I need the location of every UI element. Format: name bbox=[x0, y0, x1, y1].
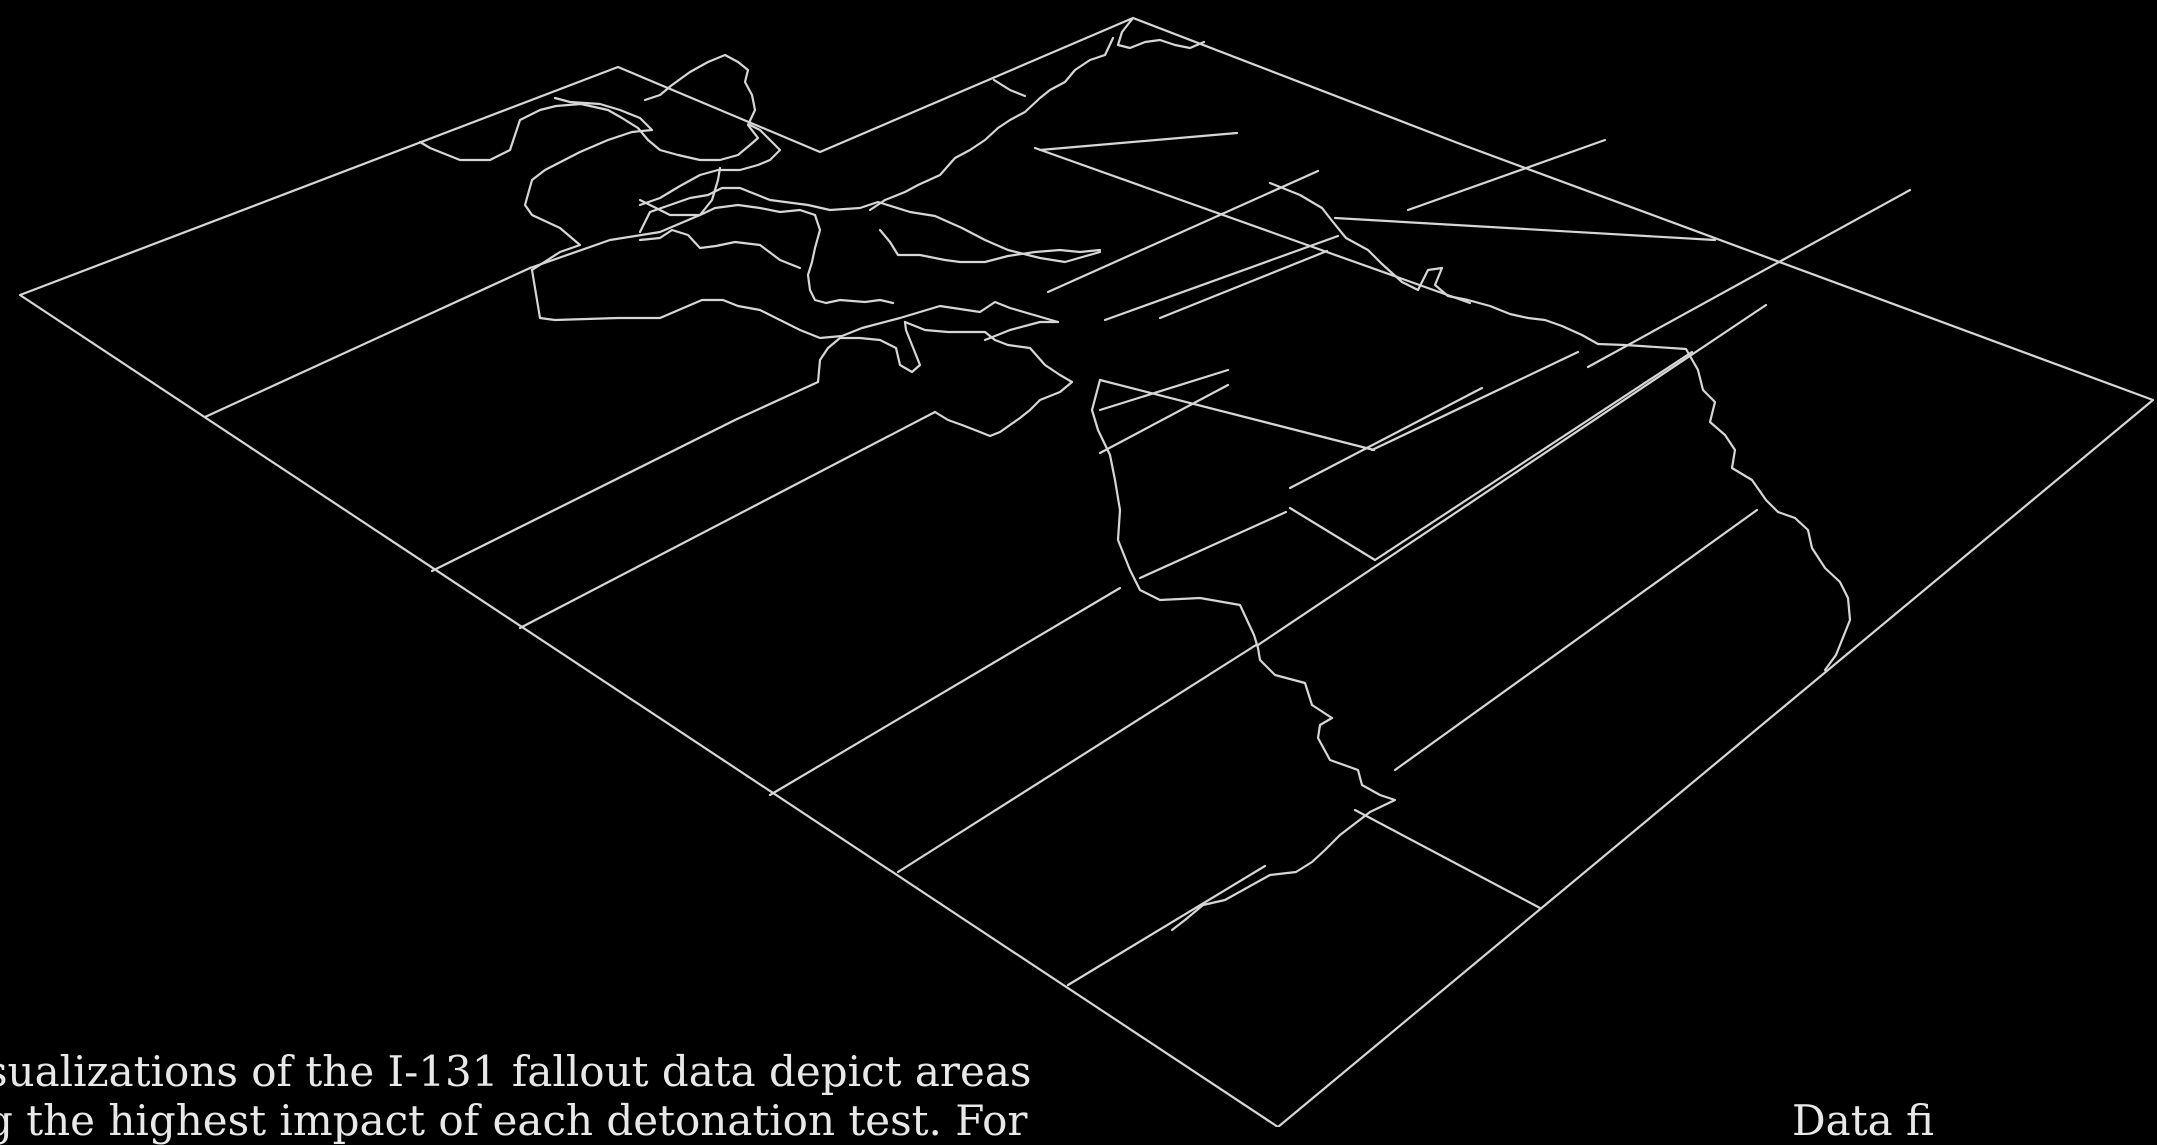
county-boundary bbox=[1038, 131, 1239, 152]
county-boundary bbox=[1406, 138, 1607, 212]
county-boundary bbox=[638, 198, 817, 217]
county-boundary bbox=[1373, 350, 1694, 562]
county-boundary bbox=[868, 36, 1115, 212]
county-boundary bbox=[1268, 181, 1852, 672]
county-boundary bbox=[518, 410, 937, 630]
state-outline bbox=[18, 16, 2155, 1127]
county-boundary bbox=[903, 320, 1074, 438]
county-boundary bbox=[1353, 808, 1542, 910]
caption-line-1: sualizations of the I-131 fallout data d… bbox=[0, 1047, 1032, 1096]
county-boundary bbox=[638, 186, 1102, 264]
county-boundary bbox=[203, 266, 532, 419]
county-boundary bbox=[806, 213, 895, 305]
county-boundary bbox=[1090, 378, 1397, 932]
county-boundary bbox=[418, 108, 542, 162]
county-boundary bbox=[1288, 386, 1484, 490]
county-boundary bbox=[1393, 508, 1759, 772]
county-boundary bbox=[816, 320, 922, 384]
county-boundary bbox=[1103, 234, 1340, 322]
county-boundary bbox=[1586, 188, 1912, 369]
county-boundary bbox=[523, 96, 654, 272]
caption-right-fragment: Data fi bbox=[1792, 1096, 1934, 1145]
county-boundary bbox=[638, 228, 802, 270]
county-boundary bbox=[538, 53, 760, 162]
county-boundary bbox=[896, 643, 1258, 874]
county-boundary bbox=[1158, 249, 1329, 320]
county-boundary bbox=[878, 228, 1102, 264]
county-boundary bbox=[1046, 169, 1320, 294]
county-boundary bbox=[1256, 303, 1768, 647]
county-boundary bbox=[1116, 16, 1206, 50]
county-boundary bbox=[992, 78, 1027, 98]
county-boundary bbox=[638, 123, 782, 207]
county-boundary bbox=[1333, 216, 1717, 242]
county-boundary bbox=[1066, 864, 1267, 987]
county-boundary bbox=[1098, 368, 1230, 412]
county-boundary bbox=[430, 380, 820, 573]
county-boundary bbox=[1098, 378, 1376, 452]
county-boundary bbox=[768, 586, 1122, 797]
county-boundary bbox=[983, 320, 1060, 342]
county-boundary bbox=[1138, 510, 1288, 580]
county-boundary bbox=[1288, 506, 1377, 562]
county-boundary bbox=[530, 268, 1060, 340]
caption-line-2: g the highest impact of each detonation … bbox=[0, 1096, 1028, 1145]
county-boundary bbox=[1098, 383, 1230, 455]
county-boundary bbox=[1370, 350, 1580, 452]
